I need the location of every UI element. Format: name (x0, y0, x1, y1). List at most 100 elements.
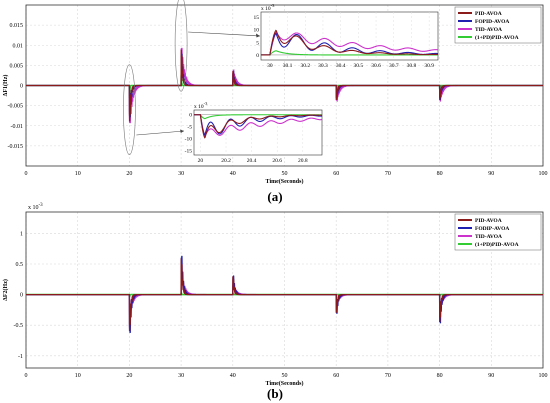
x-axis-label: Time(Seconds) (266, 380, 304, 387)
chart-a: 0 10 20 30 40 50 60 70 80 90 1000.0150.010.0050-0.… (2, 0, 548, 185)
x-tick-label: 50 (282, 373, 288, 379)
y-tick-label: 0.015 (10, 23, 24, 29)
inset-series-line-2 (194, 114, 323, 137)
inset-y-tick-label: 10 (254, 28, 260, 34)
legend-label: TID-AVOA (475, 234, 502, 240)
legend: PID-AVOA FODIP-AVOA TID-AVOA(1+PD)PID-AVOA (454, 213, 542, 251)
inset-zoom-20: 20 20.2 20.4 20.6 20.8 0 -5 -10 -15 x 10-3 (185, 101, 323, 164)
y-tick-label: -0.01 (11, 124, 24, 130)
axis-exponent-power: -3 (39, 203, 44, 208)
legend-label: PID-AVOA (475, 11, 502, 17)
y-axis-label: ΔF1(Hz) (2, 75, 9, 97)
x-tick-label: 70 (385, 171, 391, 177)
inset-y-tick-label: -10 (185, 136, 193, 142)
x-tick-label: 90 (488, 171, 494, 177)
y-tick-label: 0 (20, 293, 23, 299)
inset-x-tick-label: 30.2 (300, 63, 310, 69)
x-tick-label: 60 (333, 373, 339, 379)
x-tick-label: 80 (437, 171, 443, 177)
inset-y-tick-label: 15 (254, 15, 260, 21)
zoom-arrow-20 (136, 130, 185, 136)
inset-y-tick-label: 0 (256, 53, 259, 59)
series-line-0 (26, 258, 543, 331)
y-tick-label: -0.5 (14, 323, 24, 329)
x-tick-label: 80 (437, 373, 443, 379)
zoom-ellipse-30 (174, 0, 188, 92)
axis-exponent-base: x 10 (28, 205, 39, 211)
y-tick-label: -0.015 (8, 144, 24, 150)
inset-exponent-power: -3 (204, 101, 208, 106)
x-tick-label: 100 (539, 373, 548, 379)
inset-series-line-0 (194, 114, 323, 139)
zoom-ellipse-20 (123, 64, 136, 155)
x-tick-label: 70 (385, 373, 391, 379)
inset-x-tick-label: 30.9 (424, 63, 434, 69)
legend-label: TID-AVOA (475, 27, 502, 33)
y-tick-label: 0.5 (16, 262, 24, 268)
x-tick-label: 100 (539, 171, 548, 177)
inset-x-tick-label: 20 (198, 158, 204, 164)
inset-y-tick-label: -5 (187, 125, 192, 131)
x-tick-label: 90 (488, 373, 494, 379)
inset-exponent-base: x 10 (194, 104, 204, 110)
inset-zoom-30: 30 30.1 30.2 30.3 30.4 30.5 30.6 30.7 30.8 30.9 15… (254, 3, 439, 69)
inset-series-line-2 (261, 31, 439, 56)
x-tick-label: 30 (178, 373, 184, 379)
chart-b: 0 10 20 30 40 50 60 70 80 90 100 1 0.5 0 -0.5 -1 Time(Se… (2, 203, 548, 387)
x-tick-label: 20 (126, 373, 132, 379)
legend-label: (1+PD)PID-AVOA (475, 241, 519, 248)
y-tick-label: 1 (20, 231, 23, 237)
legend-label: PID-AVOA (475, 218, 502, 224)
inset-exponent: x 10-3 (194, 101, 208, 110)
series-line-0 (26, 49, 543, 122)
zoom-arrow-20-head (180, 129, 184, 133)
plot-frame (25, 211, 544, 369)
y-tick-label: 0.01 (13, 43, 24, 49)
x-tick-label: 60 (333, 171, 339, 177)
inset-x-tick-label: 30.4 (336, 63, 346, 69)
y-tick-label: 0 (20, 84, 23, 90)
inset-series-line-1 (194, 114, 323, 136)
inset-x-tick-label: 30.6 (371, 63, 381, 69)
zoom-arrow-30 (188, 31, 261, 37)
inset-x-tick-label: 30.1 (283, 63, 293, 69)
inset-x-tick-label: 30.5 (354, 63, 364, 69)
inset-x-tick-label: 20.4 (247, 158, 257, 164)
inset-series-line-3 (194, 114, 322, 120)
x-tick-label: 0 (25, 171, 28, 177)
y-axis-label: ΔF2(Hz) (2, 279, 9, 301)
x-tick-label: 0 (25, 373, 28, 379)
panel-a-label: (a) (267, 189, 282, 204)
y-tick-label: -0.005 (8, 104, 24, 110)
x-tick-label: 10 (75, 373, 81, 379)
inset-x-tick-label: 20.8 (298, 158, 308, 164)
y-tick-label: 0.005 (10, 63, 24, 69)
inset-exponent-base: x 10 (261, 6, 271, 12)
inset-x-tick-label: 20.2 (221, 158, 231, 164)
x-tick-label: 10 (75, 171, 81, 177)
inset-x-tick-label: 30.3 (318, 63, 328, 69)
inset-exponent: x 10-3 (261, 3, 275, 12)
inset-series-line-3 (261, 50, 438, 56)
x-tick-label: 50 (282, 171, 288, 177)
legend-label: (1+PD)PID-AVOA (475, 34, 519, 41)
inset-series-line-0 (261, 29, 439, 56)
zoom-arrow-30-head (256, 33, 260, 38)
legend: PID-AVOA FOPID-AVOA TID-AVOA(1+PD)PID-AVOA (454, 6, 542, 44)
x-tick-label: 30 (178, 171, 184, 177)
x-tick-label: 40 (230, 171, 236, 177)
legend-label: FODIP-AVOA (475, 226, 509, 232)
x-axis-label: Time(Seconds) (266, 178, 304, 185)
inset-y-tick-label: 0 (189, 113, 192, 119)
axis-exponent: x 10-3 (28, 203, 43, 211)
panel-b-label: (b) (267, 386, 283, 401)
legend-label: FOPID-AVOA (475, 19, 509, 25)
y-tick-label: -1 (18, 354, 23, 360)
inset-y-tick-label: 5 (256, 40, 259, 46)
inset-x-tick-label: 20.6 (272, 158, 282, 164)
inset-y-tick-label: -15 (185, 148, 193, 154)
inset-series-line-1 (261, 32, 439, 56)
inset-x-tick-label: 30.8 (407, 63, 417, 69)
inset-x-tick-label: 30.7 (389, 63, 399, 69)
